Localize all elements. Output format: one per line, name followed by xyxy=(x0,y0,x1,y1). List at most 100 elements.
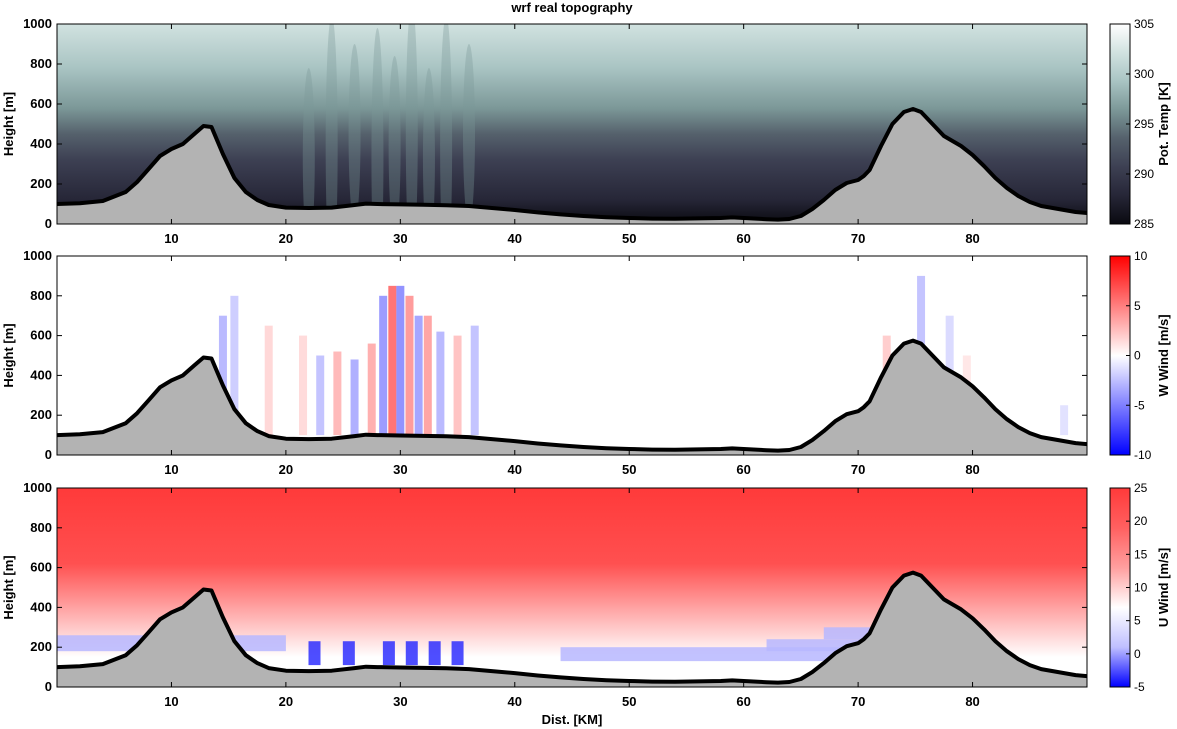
y-axis-label: Height [m] xyxy=(1,92,16,156)
updraft-streak xyxy=(388,285,397,436)
strong-reverse-flow xyxy=(342,641,355,666)
wave-plume xyxy=(440,24,453,224)
colorbar-label: Pot. Temp [K] xyxy=(1156,82,1171,166)
x-tick-label: 50 xyxy=(622,462,636,477)
x-tick-label: 70 xyxy=(851,231,865,246)
colorbar-tick-label: 285 xyxy=(1134,217,1154,231)
y-tick-label: 0 xyxy=(45,216,52,231)
wave-plume xyxy=(422,68,435,224)
y-tick-label: 400 xyxy=(30,367,52,382)
colorbar-tick-label: 5 xyxy=(1134,614,1141,628)
colorbar-tick-label: 0 xyxy=(1134,349,1141,363)
axes-frame xyxy=(56,23,1088,225)
colorbar-tick-label: 305 xyxy=(1134,17,1154,31)
wave-plume xyxy=(463,44,475,224)
y-tick-label: 0 xyxy=(45,447,52,462)
colorbar-tick-label: 300 xyxy=(1134,67,1154,81)
y-tick-label: 400 xyxy=(30,599,52,614)
updraft-streak xyxy=(414,315,423,436)
x-tick-label: 30 xyxy=(393,231,407,246)
updraft-streak xyxy=(1060,405,1069,436)
updraft-streak xyxy=(396,285,405,436)
wave-plume xyxy=(405,24,418,224)
panel-horizontal_wind: 10 20 30 40 50 60 70 8002004006008001000Height … xyxy=(1,480,1171,709)
updraft-streak xyxy=(316,355,325,436)
strong-reverse-flow xyxy=(405,641,418,666)
updraft-streak xyxy=(230,295,239,436)
updraft-streak xyxy=(264,325,273,436)
wave-plume xyxy=(371,28,384,224)
y-tick-label: 1000 xyxy=(23,480,52,495)
x-tick-label: 40 xyxy=(508,462,522,477)
x-axis-label: Dist. [KM] xyxy=(542,712,603,727)
y-tick-label: 800 xyxy=(30,56,52,71)
x-tick-label: 30 xyxy=(393,462,407,477)
x-tick-label: 10 xyxy=(164,694,178,709)
x-tick-label: 20 xyxy=(279,462,293,477)
y-tick-label: 1000 xyxy=(23,16,52,31)
y-tick-label: 0 xyxy=(45,679,52,694)
x-tick-label: 80 xyxy=(965,462,979,477)
panels: 10 20 30 40 50 60 70 8002004006008001000Height … xyxy=(1,16,1171,709)
colorbar-tick-label: 10 xyxy=(1134,249,1148,263)
updraft-streak xyxy=(436,331,445,436)
strong-reverse-flow xyxy=(382,641,395,666)
x-tick-label: 60 xyxy=(736,462,750,477)
updraft-streak xyxy=(367,343,376,436)
x-tick-label: 10 xyxy=(164,231,178,246)
colorbar-tick-label: 10 xyxy=(1134,581,1148,595)
updraft-streak xyxy=(423,315,432,436)
x-tick-label: 40 xyxy=(508,694,522,709)
x-tick-label: 50 xyxy=(622,694,636,709)
colorbar-tick-label: 295 xyxy=(1134,117,1154,131)
updraft-streak xyxy=(350,359,359,436)
colorbar-tick-label: 5 xyxy=(1134,299,1141,313)
updraft-streak xyxy=(379,295,388,436)
colorbar-tick-label: -10 xyxy=(1134,448,1152,462)
panel-potential_temperature: 10 20 30 40 50 60 70 8002004006008001000Height … xyxy=(1,16,1171,246)
panel-vertical_wind: 10 20 30 40 50 60 70 8002004006008001000Height … xyxy=(1,248,1171,477)
strong-reverse-flow xyxy=(428,641,441,666)
x-tick-label: 40 xyxy=(508,231,522,246)
x-tick-label: 30 xyxy=(393,694,407,709)
y-tick-label: 600 xyxy=(30,560,52,575)
colorbar-tick-label: 15 xyxy=(1134,547,1148,561)
colorbar-tick-label: 25 xyxy=(1134,481,1148,495)
x-tick-label: 70 xyxy=(851,694,865,709)
wave-plume xyxy=(325,24,338,224)
terrain-outline xyxy=(57,570,1087,685)
colorbar-tick-label: 0 xyxy=(1134,647,1141,661)
wave-plume xyxy=(388,56,401,224)
x-tick-label: 10 xyxy=(164,462,178,477)
updraft-streak xyxy=(453,335,462,436)
y-tick-label: 400 xyxy=(30,136,52,151)
colorbar-tick-label: 290 xyxy=(1134,167,1154,181)
y-tick-label: 800 xyxy=(30,520,52,535)
wave-plume xyxy=(348,44,361,224)
terrain-outline xyxy=(57,107,1087,222)
y-axis-label: Height [m] xyxy=(1,555,16,619)
axes-frame xyxy=(56,255,1088,456)
axes-frame xyxy=(56,487,1088,688)
colorbar-label: W Wind [m/s] xyxy=(1156,314,1171,396)
x-tick-label: 60 xyxy=(736,231,750,246)
y-tick-label: 1000 xyxy=(23,248,52,263)
y-tick-label: 600 xyxy=(30,328,52,343)
y-tick-label: 200 xyxy=(30,407,52,422)
x-tick-label: 20 xyxy=(279,694,293,709)
chart-title: wrf real topography xyxy=(510,0,633,15)
x-tick-label: 60 xyxy=(736,694,750,709)
wave-plume xyxy=(302,68,315,224)
strong-reverse-flow xyxy=(308,641,321,666)
updraft-streak xyxy=(333,351,342,436)
y-tick-label: 200 xyxy=(30,639,52,654)
colorbar-tick-label: -5 xyxy=(1134,398,1145,412)
updraft-streak xyxy=(299,335,308,436)
y-tick-label: 600 xyxy=(30,96,52,111)
terrain-outline xyxy=(57,338,1087,453)
x-tick-label: 80 xyxy=(965,231,979,246)
updraft-streak xyxy=(218,315,227,436)
y-tick-label: 200 xyxy=(30,176,52,191)
updraft-streak xyxy=(470,325,479,436)
x-tick-label: 70 xyxy=(851,462,865,477)
